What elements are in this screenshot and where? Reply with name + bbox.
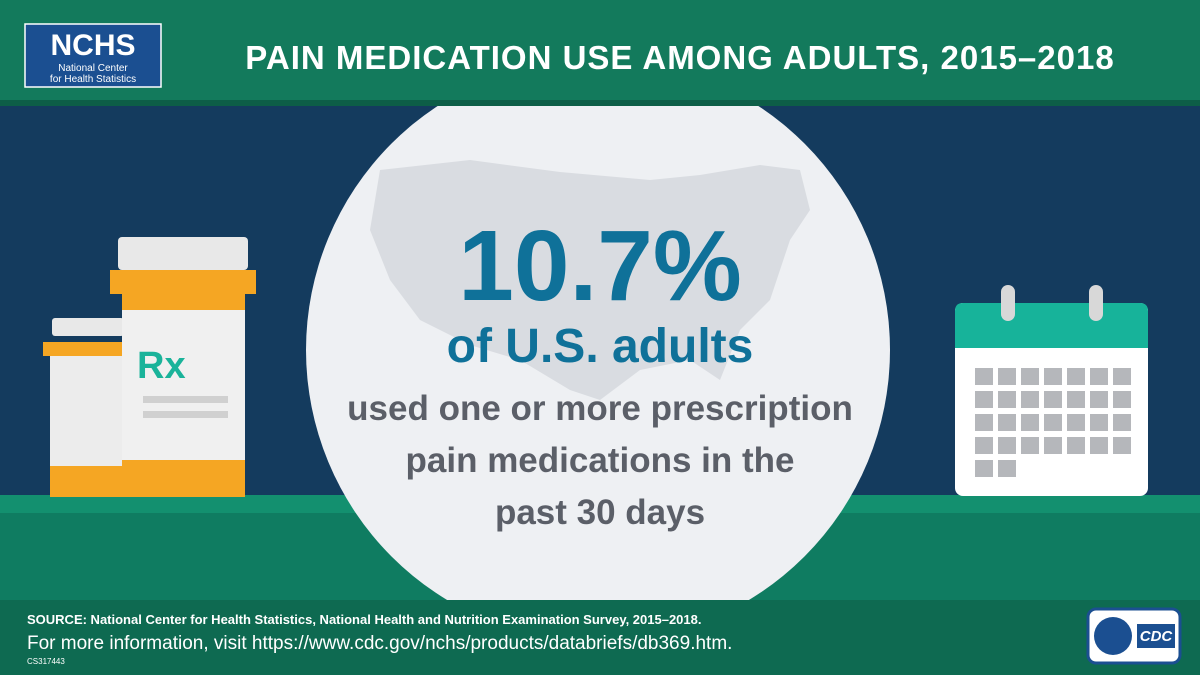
calendar-day [1044, 368, 1062, 385]
calendar-day [975, 437, 993, 454]
cdc-text: CDC [1140, 628, 1174, 645]
calendar-day [975, 368, 993, 385]
calendar-day [975, 414, 993, 431]
description-line: pain medications in the [406, 441, 795, 480]
calendar-day [1090, 391, 1108, 408]
calendar-day [998, 437, 1016, 454]
small-label [50, 356, 125, 466]
source: SOURCE: National Center for Health Stati… [27, 612, 701, 627]
calendar-day [998, 368, 1016, 385]
rx-symbol: Rx [137, 345, 186, 387]
calendar-day [1067, 414, 1085, 431]
calendar-ring [1089, 285, 1103, 321]
cdc-box [1137, 624, 1175, 648]
large-cap [118, 237, 248, 270]
subject: of U.S. adults [447, 320, 754, 373]
calendar-day [998, 460, 1016, 477]
description-line: used one or more prescription [347, 389, 853, 428]
large-label [122, 310, 245, 460]
us-map [370, 160, 810, 400]
code: CS317443 [27, 657, 65, 666]
calendar-day [998, 414, 1016, 431]
calendar-day [1067, 437, 1085, 454]
small-cap [52, 318, 124, 336]
label-line [143, 396, 228, 403]
calendar-day [1113, 437, 1131, 454]
stat: 10.7% [458, 210, 742, 322]
calendar-day [1113, 414, 1131, 431]
calendar-day [1067, 391, 1085, 408]
calendar-day [1067, 368, 1085, 385]
calendar-day [998, 391, 1016, 408]
nchs-logo [24, 23, 162, 88]
calendar-day [1021, 437, 1039, 454]
description-line: past 30 days [495, 493, 705, 532]
calendar-day [975, 460, 993, 477]
calendar-day [1113, 368, 1131, 385]
calendar-ring [1001, 285, 1015, 321]
header-shadow [0, 100, 1200, 106]
calendar-day [975, 391, 993, 408]
logo-line: for Health Statistics [50, 74, 136, 85]
calendar-day [1044, 391, 1062, 408]
more-info: For more information, visit https://www.… [27, 633, 732, 654]
calendar-days [975, 368, 1131, 477]
small-rim [43, 342, 125, 356]
label-line [143, 411, 228, 418]
calendar-day [1021, 414, 1039, 431]
circle-group: 10.7% of U.S. adults used one or more pr… [306, 100, 890, 600]
calendar-day [1021, 368, 1039, 385]
calendar-day [1021, 391, 1039, 408]
calendar-day [1090, 368, 1108, 385]
pill-bottles: Rx [43, 237, 256, 497]
calendar-day [1044, 437, 1062, 454]
title: PAIN MEDICATION USE AMONG ADULTS, 2015–2… [245, 39, 1114, 76]
hhs-seal [1094, 617, 1132, 655]
header-bar [0, 0, 1200, 105]
calendar [955, 285, 1148, 496]
calendar-header [955, 303, 1148, 348]
calendar-day [1113, 391, 1131, 408]
large-rim [110, 270, 256, 294]
logo-acronym: NCHS [50, 29, 135, 62]
calendar-day [1044, 414, 1062, 431]
logo-line: National Center [58, 63, 128, 74]
calendar-day [1090, 437, 1108, 454]
calendar-day [1090, 414, 1108, 431]
footer-bar [0, 600, 1200, 675]
